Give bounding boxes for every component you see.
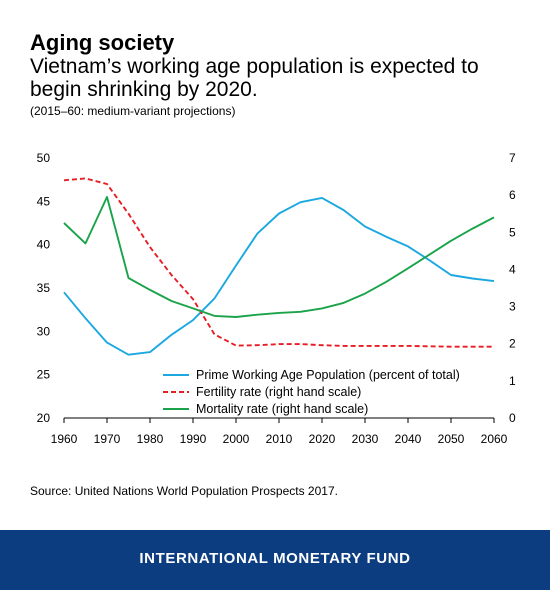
x-tick-label: 2060 [481,432,508,446]
y-right-tick-label: 6 [509,188,516,202]
legend-label: Fertility rate (right hand scale) [196,385,361,399]
x-tick-label: 1990 [180,432,207,446]
y-left-tick-label: 25 [37,368,51,382]
chart-subtitle: Vietnam’s working age population is expe… [30,55,479,101]
y-left-tick-label: 45 [37,194,51,208]
chart-title: Aging society [30,30,175,55]
x-tick-label: 2050 [438,432,465,446]
y-right-tick-label: 1 [509,374,516,388]
prime-working-line [63,196,495,356]
fertility-rate-line [63,177,494,348]
y-right-tick-label: 4 [509,262,516,276]
projection-note: (2015–60: medium-variant projections) [30,104,236,118]
org-name: INTERNATIONAL MONETARY FUND [139,550,411,567]
y-left-tick-label: 40 [37,238,51,252]
y-right-tick-label: 3 [509,300,516,314]
legend-label: Mortality rate (right hand scale) [196,402,368,416]
y-left-tick-label: 35 [37,281,51,295]
y-left-tick-label: 50 [37,151,51,165]
source-note: Source: United Nations World Population … [30,484,338,498]
y-left-tick-label: 30 [37,324,51,338]
x-tick-label: 1980 [137,432,164,446]
legend-label: Prime Working Age Population (percent of… [196,368,460,382]
y-right-tick-label: 7 [509,151,516,165]
mortality-rate-line [63,196,495,318]
x-tick-label: 2020 [309,432,336,446]
y-right-tick-label: 2 [509,337,516,351]
x-tick-label: 2000 [223,432,250,446]
x-tick-label: 2010 [266,432,293,446]
footer-bar: INTERNATIONAL MONETARY FUND [0,530,550,590]
y-right-tick-label: 5 [509,225,516,239]
x-tick-label: 2030 [352,432,379,446]
y-left-tick-label: 20 [37,411,51,425]
x-tick-label: 1960 [51,432,78,446]
x-tick-label: 2040 [395,432,422,446]
x-tick-label: 1970 [94,432,121,446]
y-right-tick-label: 0 [509,411,516,425]
